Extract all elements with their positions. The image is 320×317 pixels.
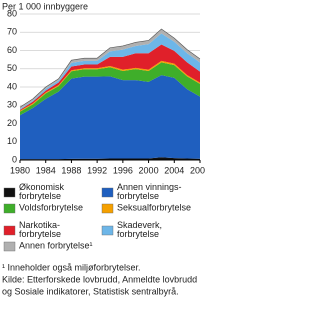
x-tick-label: 2000 [139, 165, 159, 175]
legend-label: Narkotika-forbrytelse [19, 220, 61, 239]
x-tick-label: 1980 [10, 165, 30, 175]
area [20, 157, 200, 160]
area [20, 62, 200, 116]
y-tick-label: 30 [7, 100, 17, 110]
note: og Sosiale indikatorer, Statistisk sentr… [2, 286, 179, 296]
x-tick-label: 1992 [87, 165, 107, 175]
y-axis-label: Per 1 000 innbyggere [2, 1, 88, 11]
legend-swatch [101, 203, 114, 214]
note: Kilde: Etterforskede lovbrudd, Anmeldte … [2, 274, 197, 284]
x-tick-label: 2008 [190, 165, 205, 175]
chart: Per 1 000 innbyggere 0 10 20 30 40 50 60 70 80 19… [2, 1, 205, 296]
y-tick-label: 50 [7, 63, 17, 73]
x-tick-label: 1984 [36, 165, 56, 175]
legend-swatch [101, 187, 114, 198]
x-tick-label: 2004 [164, 165, 184, 175]
legend-swatch [101, 225, 114, 236]
total-outline [19, 28, 201, 108]
legend-label: Voldsforbrytelse [19, 202, 83, 212]
y-tick-label: 0 [12, 154, 17, 164]
legend-swatch [3, 203, 16, 214]
legend-label: Skadeverk, forbrytelse [117, 220, 162, 239]
legend-label: Annen vinnings-forbrytelse [117, 182, 182, 201]
legend-label: Seksualforbrytelse [117, 202, 191, 212]
x-tick-label: 1988 [61, 165, 81, 175]
area [20, 75, 200, 160]
legend-swatch [3, 225, 16, 236]
note: ¹ Inneholder også miljøforbrytelser. [2, 262, 141, 272]
y-tick-label: 80 [7, 8, 17, 18]
legend-swatch [3, 241, 16, 252]
y-tick-label: 60 [7, 45, 17, 55]
y-tick-label: 70 [7, 27, 17, 37]
area [20, 44, 200, 111]
y-tick-label: 10 [7, 136, 17, 146]
legend-swatch [3, 187, 16, 198]
y-tick-label: 40 [7, 81, 17, 91]
legend-label: Økonomisk forbrytelse [19, 182, 65, 201]
legend-label: Annen forbrytelse¹ [19, 240, 93, 250]
x-tick-label: 1996 [113, 165, 133, 175]
y-tick-label: 20 [7, 118, 17, 128]
